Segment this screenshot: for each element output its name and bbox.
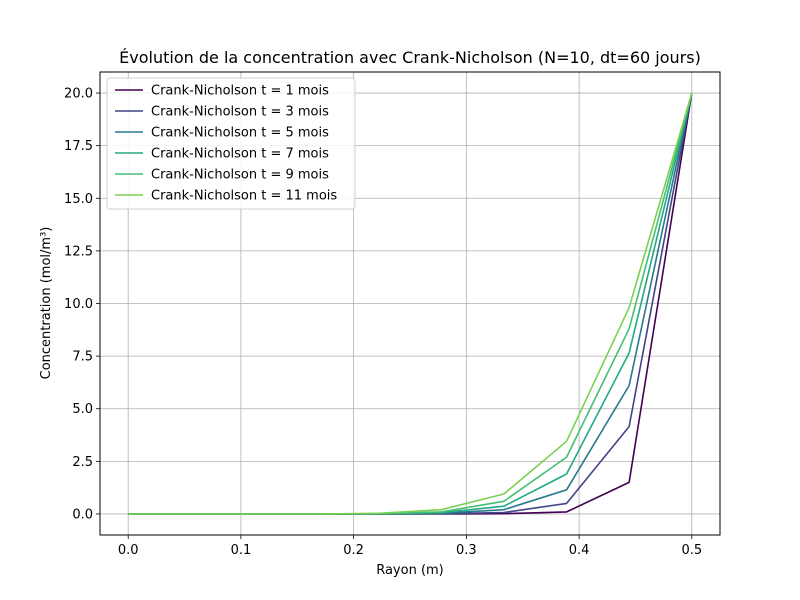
y-tick-label: 17.5 <box>64 139 93 154</box>
y-tick-label: 15.0 <box>64 192 93 207</box>
x-tick-label: 0.2 <box>343 543 364 558</box>
y-tick-label: 12.5 <box>64 244 93 259</box>
legend-label: Crank-Nicholson t = 5 mois <box>151 126 329 141</box>
x-tick-label: 0.1 <box>231 543 252 558</box>
x-tick-label: 0.4 <box>569 543 590 558</box>
y-tick-label: 2.5 <box>72 455 93 470</box>
x-tick-label: 0.0 <box>118 543 139 558</box>
legend-label: Crank-Nicholson t = 3 mois <box>151 105 329 120</box>
y-tick-label: 10.0 <box>64 297 93 312</box>
series-lines <box>128 92 693 515</box>
axis-ticks: 0.0 0.1 0.2 0.3 0.4 0.5 0.0 2.5 5.0 7.5 10.0 12.5 15… <box>64 87 702 558</box>
x-tick-label: 0.5 <box>681 543 702 558</box>
chart-title: Évolution de la concentration avec Crank… <box>119 48 701 67</box>
y-tick-label: 20.0 <box>64 87 93 102</box>
y-tick-label: 7.5 <box>72 350 93 365</box>
y-axis-label: Concentration (mol/m³) <box>39 227 54 380</box>
series-line-6 <box>128 92 693 515</box>
x-axis-label: Rayon (m) <box>376 563 444 578</box>
legend-label: Crank-Nicholson t = 11 mois <box>151 189 337 204</box>
y-tick-label: 0.0 <box>72 507 93 522</box>
legend: Crank-Nicholson t = 1 mois Crank-Nicholso… <box>106 77 356 210</box>
y-tick-label: 5.0 <box>72 402 93 417</box>
legend-label: Crank-Nicholson t = 9 mois <box>151 168 329 183</box>
grid <box>100 72 720 535</box>
legend-label: Crank-Nicholson t = 7 mois <box>151 147 329 162</box>
x-tick-label: 0.3 <box>456 543 477 558</box>
legend-box <box>106 77 356 210</box>
legend-label: Crank-Nicholson t = 1 mois <box>151 84 329 99</box>
